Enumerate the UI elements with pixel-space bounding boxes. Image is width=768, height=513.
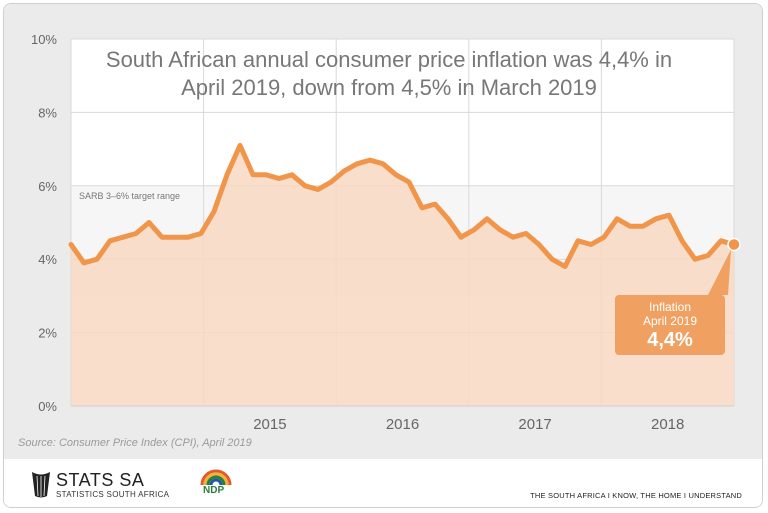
x-tick-label: 2015 [253, 416, 286, 433]
callout-value: 4,4% [647, 329, 693, 351]
inflation-area [71, 145, 734, 406]
x-tick-label: 2018 [651, 416, 684, 433]
source-note: Source: Consumer Price Index (CPI), Apri… [18, 437, 252, 449]
x-tick-label: 2016 [386, 416, 419, 433]
chart-title: South African annual consumer price infl… [105, 47, 673, 100]
stats-sa-subtitle: STATISTICS SOUTH AFRICA [56, 490, 170, 499]
footer: STATS SA STATISTICS SOUTH AFRICA NDP THE… [4, 459, 762, 507]
callout-pointer [708, 249, 731, 295]
x-tick-label: 2017 [518, 416, 551, 433]
y-tick-label: 4% [38, 252, 57, 267]
y-tick-label: 8% [38, 105, 57, 120]
stats-sa-name: STATS SA [56, 470, 145, 490]
y-tick-label: 0% [38, 399, 57, 414]
callout-line1: Inflation [648, 300, 692, 314]
y-tick-label: 2% [38, 326, 57, 341]
chart-frame: 0% 2% 4% 6% 8% 10% SARB 3–6% target range 2015 2… [3, 3, 763, 508]
inflation-chart: 0% 2% 4% 6% 8% 10% SARB 3–6% target range 2015 2… [31, 32, 741, 433]
stats-sa-logo-icon [32, 472, 50, 498]
y-tick-label: 6% [38, 179, 57, 194]
inflation-line [68, 142, 737, 269]
ndp-logo-icon [200, 469, 232, 486]
inflation-callout: Inflation April 2019 4,4% [615, 295, 725, 355]
latest-point [727, 237, 741, 252]
callout-line2: April 2019 [642, 314, 698, 328]
footer-tagline: THE SOUTH AFRICA I KNOW, THE HOME I UNDE… [530, 491, 742, 500]
target-band-label: SARB 3–6% target range [79, 191, 180, 201]
ndp-label: NDP [203, 485, 225, 496]
y-tick-label: 10% [31, 32, 57, 47]
